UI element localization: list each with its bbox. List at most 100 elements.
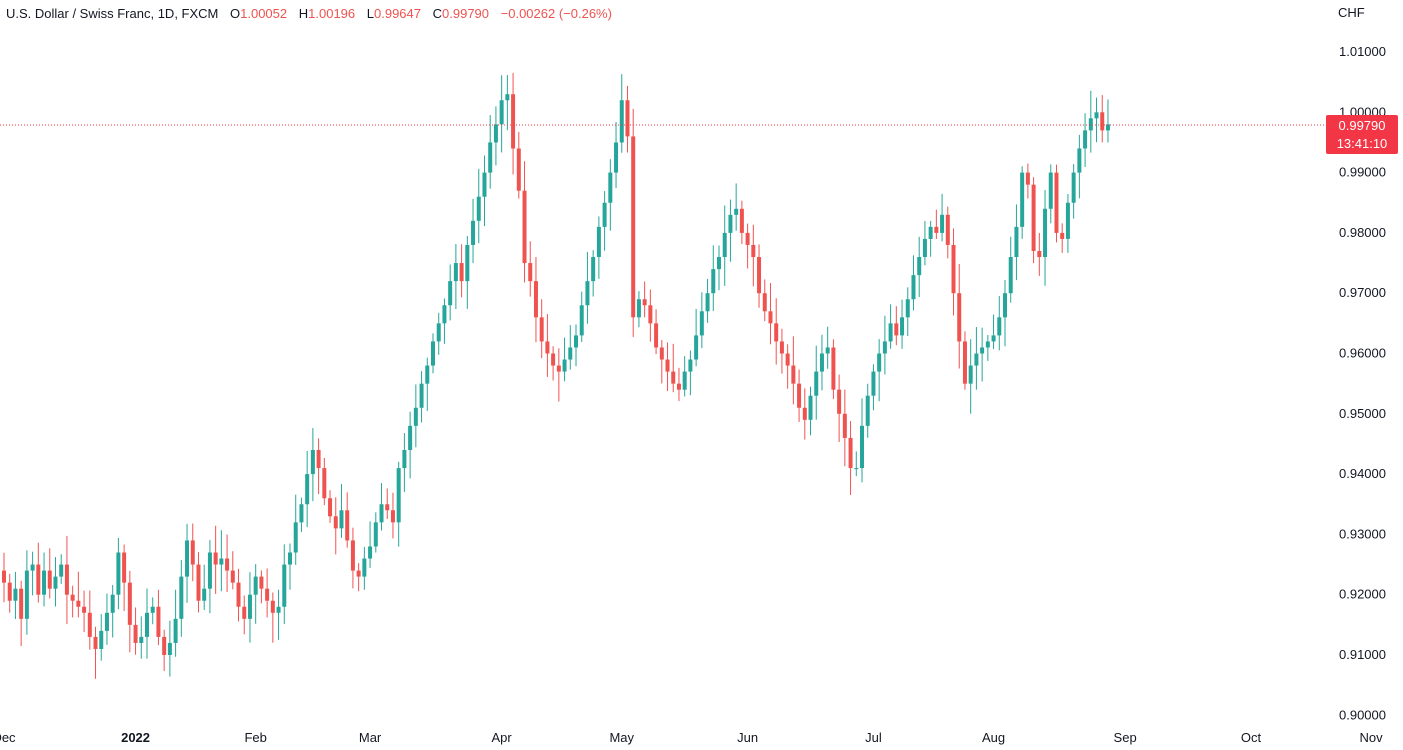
candle-body <box>19 588 24 619</box>
candle-body <box>76 600 81 607</box>
candle-body <box>1054 172 1059 233</box>
candle-body <box>1025 172 1030 185</box>
candle-body <box>339 510 344 529</box>
candle-body <box>247 594 252 619</box>
candle-body <box>185 540 190 577</box>
candle-body <box>379 504 384 523</box>
candle-body <box>968 365 973 384</box>
candle-body <box>1031 184 1036 251</box>
price-tick-label: 0.95000 <box>1339 406 1386 421</box>
candle-body <box>425 365 430 384</box>
candle-body <box>917 257 922 276</box>
time-tick-label: 2022 <box>121 730 150 745</box>
price-tick-label: 0.96000 <box>1339 346 1386 361</box>
candle-body <box>190 540 195 565</box>
candle-body <box>974 353 979 366</box>
candle-body <box>631 136 636 318</box>
candle-body <box>648 305 653 324</box>
candle-body <box>1088 118 1093 131</box>
candle-body <box>819 353 824 372</box>
candle-body <box>305 474 310 505</box>
candle-body <box>614 142 619 173</box>
candle-body <box>110 594 115 613</box>
candle-body <box>471 220 476 245</box>
last-price-value: 0.99790 <box>1338 118 1386 133</box>
time-tick-label: Oct <box>1241 730 1262 745</box>
candle-body <box>362 558 367 577</box>
candle-body <box>299 504 304 523</box>
candle-body <box>13 588 18 601</box>
candle-body <box>156 606 161 637</box>
candle-body <box>385 504 390 511</box>
candle-body <box>219 558 224 565</box>
candle-body <box>665 359 670 372</box>
candle-body <box>768 311 773 324</box>
candle-body <box>448 281 453 306</box>
candle-body <box>167 642 172 655</box>
candle-body <box>957 293 962 342</box>
price-tick-label: 0.94000 <box>1339 466 1386 481</box>
time-tick-label: May <box>609 730 634 745</box>
candle-body <box>905 299 910 318</box>
open-label: O <box>230 6 241 21</box>
candle-body <box>1003 293 1007 318</box>
candle-body <box>694 335 699 360</box>
candle-body <box>442 305 447 324</box>
change-value: −0.00262 (−0.26%) <box>500 6 612 21</box>
candle-body <box>980 347 985 354</box>
candle-body <box>259 576 264 589</box>
candle-body <box>1083 130 1088 149</box>
candle-body <box>1037 250 1042 258</box>
candle-body <box>373 522 378 547</box>
candle-body <box>951 244 956 294</box>
candle-body <box>1060 232 1065 239</box>
candle-body <box>322 468 327 499</box>
candle-body <box>42 570 47 595</box>
candle-body <box>625 100 630 137</box>
candle-body <box>757 257 762 294</box>
candle-body <box>585 281 590 306</box>
time-tick-label: Sep <box>1114 730 1137 745</box>
candle-body <box>734 208 739 215</box>
candle-body <box>1100 112 1105 131</box>
candle-body <box>676 383 681 390</box>
candle-body <box>894 323 899 336</box>
candle-body <box>453 263 458 282</box>
candle-body <box>488 142 493 173</box>
candle-body <box>671 371 676 384</box>
candle-body <box>574 335 578 348</box>
price-tick-label: 0.99000 <box>1339 165 1386 180</box>
candle-body <box>1105 124 1110 131</box>
candle-body <box>911 275 916 300</box>
candle-body <box>602 202 607 227</box>
candle-body <box>779 341 784 354</box>
candle-body <box>465 244 470 282</box>
candle-body <box>505 94 510 101</box>
candle-body <box>934 226 939 233</box>
time-tick-label: Aug <box>982 730 1005 745</box>
candle-body <box>814 371 819 396</box>
candle-body <box>133 624 138 643</box>
candle-body <box>865 395 870 426</box>
candle-body <box>270 600 275 613</box>
candle-body <box>310 449 315 475</box>
time-tick-label: Nov <box>1360 730 1384 745</box>
candle-body <box>860 425 864 469</box>
candle-body <box>476 196 481 221</box>
candle-body <box>991 335 996 342</box>
close-value: 0.99790 <box>442 6 490 21</box>
candle-body <box>636 299 641 318</box>
candle-body <box>59 564 64 577</box>
time-tick-label: Jul <box>865 730 882 745</box>
candle-body <box>1043 208 1048 258</box>
candle-body <box>1065 202 1070 239</box>
candle-body <box>82 606 87 613</box>
chart-legend: U.S. Dollar / Swiss Franc, 1D, FXCM O1.0… <box>6 6 612 21</box>
candle-body <box>225 558 230 571</box>
candle-body <box>333 516 338 529</box>
candle-body <box>900 317 905 336</box>
candle-body <box>745 232 750 245</box>
candle-body <box>213 552 218 565</box>
candle-body <box>265 588 270 601</box>
